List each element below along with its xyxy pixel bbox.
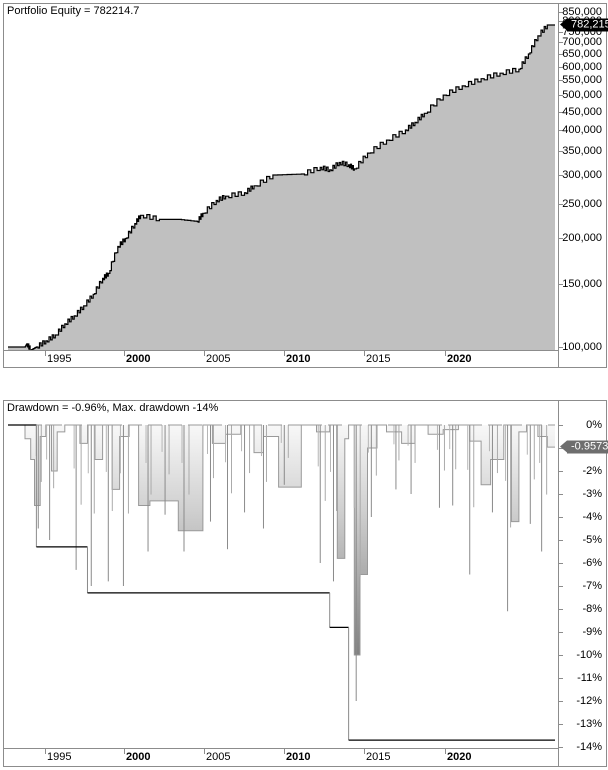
drawdown-y-axis: 0%-1%-2%-3%-4%-5%-6%-7%-8%-9%-10%-11%-12… — [559, 401, 608, 766]
y-tick — [559, 42, 563, 44]
x-tick — [45, 351, 46, 356]
y-tick — [559, 540, 563, 541]
y-tick-label: -6% — [582, 557, 602, 569]
x-tick-label-2020: 2020 — [447, 751, 472, 763]
y-tick — [559, 609, 563, 610]
drawdown-plot-area[interactable]: Drawdown = -0.96%, Max. drawdown -14% — [4, 401, 559, 748]
y-tick — [559, 31, 563, 33]
y-tick-label: 450,000 — [562, 105, 602, 118]
y-tick — [559, 95, 563, 97]
y-tick — [559, 563, 563, 564]
y-tick — [559, 517, 563, 518]
y-tick — [559, 347, 563, 348]
y-tick-label: 500,000 — [562, 89, 602, 102]
y-tick — [559, 425, 563, 426]
y-tick-label: -2% — [582, 465, 602, 477]
x-tick — [45, 749, 46, 754]
y-tick-label: 150,000 — [562, 277, 602, 290]
y-tick-label: -5% — [582, 534, 602, 546]
y-tick-label: -13% — [576, 718, 602, 730]
x-tick — [124, 351, 125, 356]
y-tick-label: -14% — [576, 741, 602, 753]
x-tick — [204, 351, 205, 356]
drawdown-x-axis: 1995 2000 2005 2010 2015 2020 — [4, 748, 559, 766]
y-tick — [559, 111, 563, 113]
equity-curve — [8, 24, 555, 350]
y-tick — [559, 53, 563, 55]
equity-area — [8, 25, 555, 350]
y-tick — [559, 150, 563, 152]
x-tick-label-2000: 2000 — [126, 751, 151, 763]
y-tick-label: 200,000 — [562, 232, 602, 245]
x-tick — [204, 749, 205, 754]
y-tick-label: 600,000 — [562, 60, 602, 73]
y-tick-label: 650,000 — [562, 47, 602, 60]
last-value-marker: -0.957365 — [560, 440, 608, 454]
last-value-marker: 782,215 — [560, 18, 608, 32]
x-tick — [445, 351, 446, 356]
y-tick-label: 250,000 — [562, 197, 602, 210]
y-tick-label: 350,000 — [562, 144, 602, 157]
drawdown-curve — [8, 424, 555, 741]
y-tick — [559, 494, 563, 495]
y-tick-label: -11% — [577, 672, 602, 684]
x-tick-label-2010: 2010 — [286, 751, 311, 763]
equity-x-axis: 1995 2000 2005 2010 2015 2020 — [4, 350, 559, 368]
drawdown-panel: Drawdown = -0.96%, Max. drawdown -14% 19… — [3, 400, 608, 767]
y-tick — [559, 238, 563, 240]
y-tick — [559, 724, 563, 725]
x-tick-label-2005: 2005 — [206, 751, 231, 763]
x-tick — [445, 749, 446, 754]
y-tick — [559, 471, 563, 472]
y-tick-label: 700,000 — [562, 36, 602, 49]
y-tick — [559, 80, 563, 82]
y-tick — [559, 678, 563, 679]
y-tick-label: -3% — [582, 488, 602, 500]
y-tick — [559, 129, 563, 131]
y-tick — [559, 701, 563, 702]
x-tick — [284, 749, 285, 754]
y-tick — [559, 175, 563, 177]
x-tick — [364, 749, 365, 754]
y-tick-label: 100,000 — [562, 341, 602, 353]
equity-line — [8, 24, 555, 350]
x-tick-label-2000: 2000 — [126, 353, 151, 365]
y-tick-label: 550,000 — [562, 74, 602, 87]
y-tick-label: -9% — [582, 626, 602, 638]
y-tick — [559, 283, 563, 285]
drawdown-title: Drawdown = -0.96%, Max. drawdown -14% — [7, 402, 219, 414]
x-tick — [364, 351, 365, 356]
y-tick-label: -8% — [582, 603, 602, 615]
x-tick — [284, 351, 285, 356]
x-tick-label-1995: 1995 — [47, 751, 72, 763]
y-tick — [559, 12, 563, 13]
y-tick-label: 300,000 — [562, 169, 602, 182]
x-tick — [124, 749, 125, 754]
x-tick-label-1995: 1995 — [47, 353, 72, 365]
x-tick-label-2005: 2005 — [206, 353, 231, 365]
y-tick — [559, 66, 563, 68]
y-tick-label: 0% — [586, 419, 602, 431]
y-tick — [559, 203, 563, 205]
y-tick — [559, 586, 563, 587]
y-tick-label: 400,000 — [562, 123, 602, 136]
equity-plot-area[interactable]: Portfolio Equity = 782214.7 — [4, 4, 559, 350]
equity-panel: Portfolio Equity = 782214.7 1995 2000 2005… — [3, 3, 608, 368]
x-tick-label-2010: 2010 — [286, 353, 311, 365]
equity-title: Portfolio Equity = 782214.7 — [7, 5, 140, 17]
y-tick-label: -4% — [582, 511, 602, 523]
drawdown-area — [8, 425, 555, 655]
y-tick-label: -10% — [576, 649, 602, 661]
y-tick-label: -7% — [582, 580, 602, 592]
equity-y-axis: 850,000800,000750,000700,000650,000600,0… — [559, 4, 608, 367]
y-tick — [559, 632, 563, 633]
x-tick-label-2020: 2020 — [447, 353, 472, 365]
x-tick-label-2015: 2015 — [366, 751, 391, 763]
y-tick-label: 850,000 — [562, 6, 602, 18]
y-tick-label: -12% — [576, 695, 602, 707]
x-tick-label-2015: 2015 — [366, 353, 391, 365]
y-tick — [559, 747, 563, 748]
y-tick — [559, 655, 563, 656]
